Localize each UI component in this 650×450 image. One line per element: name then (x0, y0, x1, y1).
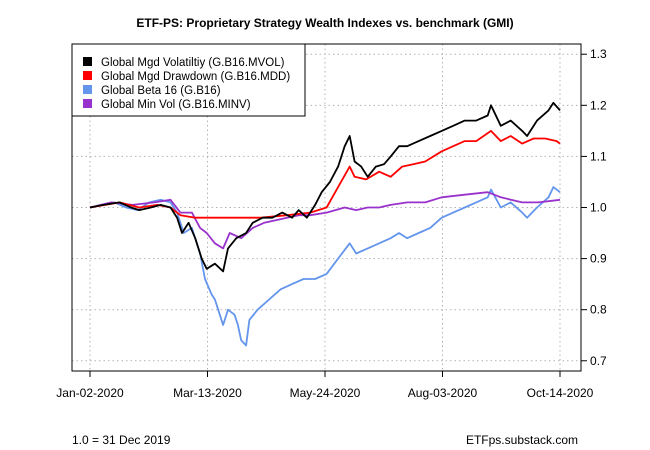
legend: Global Mgd Volatiltiy (G.B16.MVOL) Global… (71, 43, 306, 117)
legend-swatch (83, 99, 92, 108)
x-tick-label: Oct-14-2020 (527, 386, 594, 400)
series-lines (89, 101, 561, 347)
grid (72, 44, 581, 371)
legend-swatch (83, 71, 92, 80)
y-tick-label: 1.2 (590, 98, 607, 112)
x-tick-label: Jan-02-2020 (56, 386, 124, 400)
legend-label: Global Mgd Drawdown (G.B16.MDD) (101, 71, 290, 83)
x-tick-label: Aug-03-2020 (408, 386, 478, 400)
y-tick-label: 1.1 (590, 149, 607, 163)
y-tick-label: 1.0 (590, 201, 607, 215)
legend-swatch (83, 57, 92, 66)
baseline-note: 1.0 = 31 Dec 2019 (72, 433, 171, 447)
y-tick-label: 1.3 (590, 47, 607, 61)
legend-swatch (83, 85, 92, 94)
y-tick-label: 0.8 (590, 303, 607, 317)
legend-label: Global Min Vol (G.B16.MINV) (101, 99, 251, 111)
chart-title: ETF-PS: Proprietary Strategy Wealth Inde… (136, 16, 513, 30)
series-line-2 (89, 186, 561, 347)
y-tick-label: 0.7 (590, 354, 607, 368)
y-tick-label: 0.9 (590, 252, 607, 266)
series-line-0 (89, 101, 561, 273)
source-note: ETFps.substack.com (466, 433, 578, 447)
series-line-1 (89, 129, 561, 219)
legend-label: Global Mgd Volatiltiy (G.B16.MVOL) (101, 57, 285, 69)
legend-box (71, 43, 306, 117)
x-tick-label: Mar-13-2020 (173, 386, 242, 400)
axes: Jan-02-2020 Mar-13-2020 May-24-2020 Aug-03-… (56, 47, 607, 400)
x-tick-label: May-24-2020 (290, 386, 361, 400)
legend-label: Global Beta 16 (G.B16) (101, 85, 221, 97)
